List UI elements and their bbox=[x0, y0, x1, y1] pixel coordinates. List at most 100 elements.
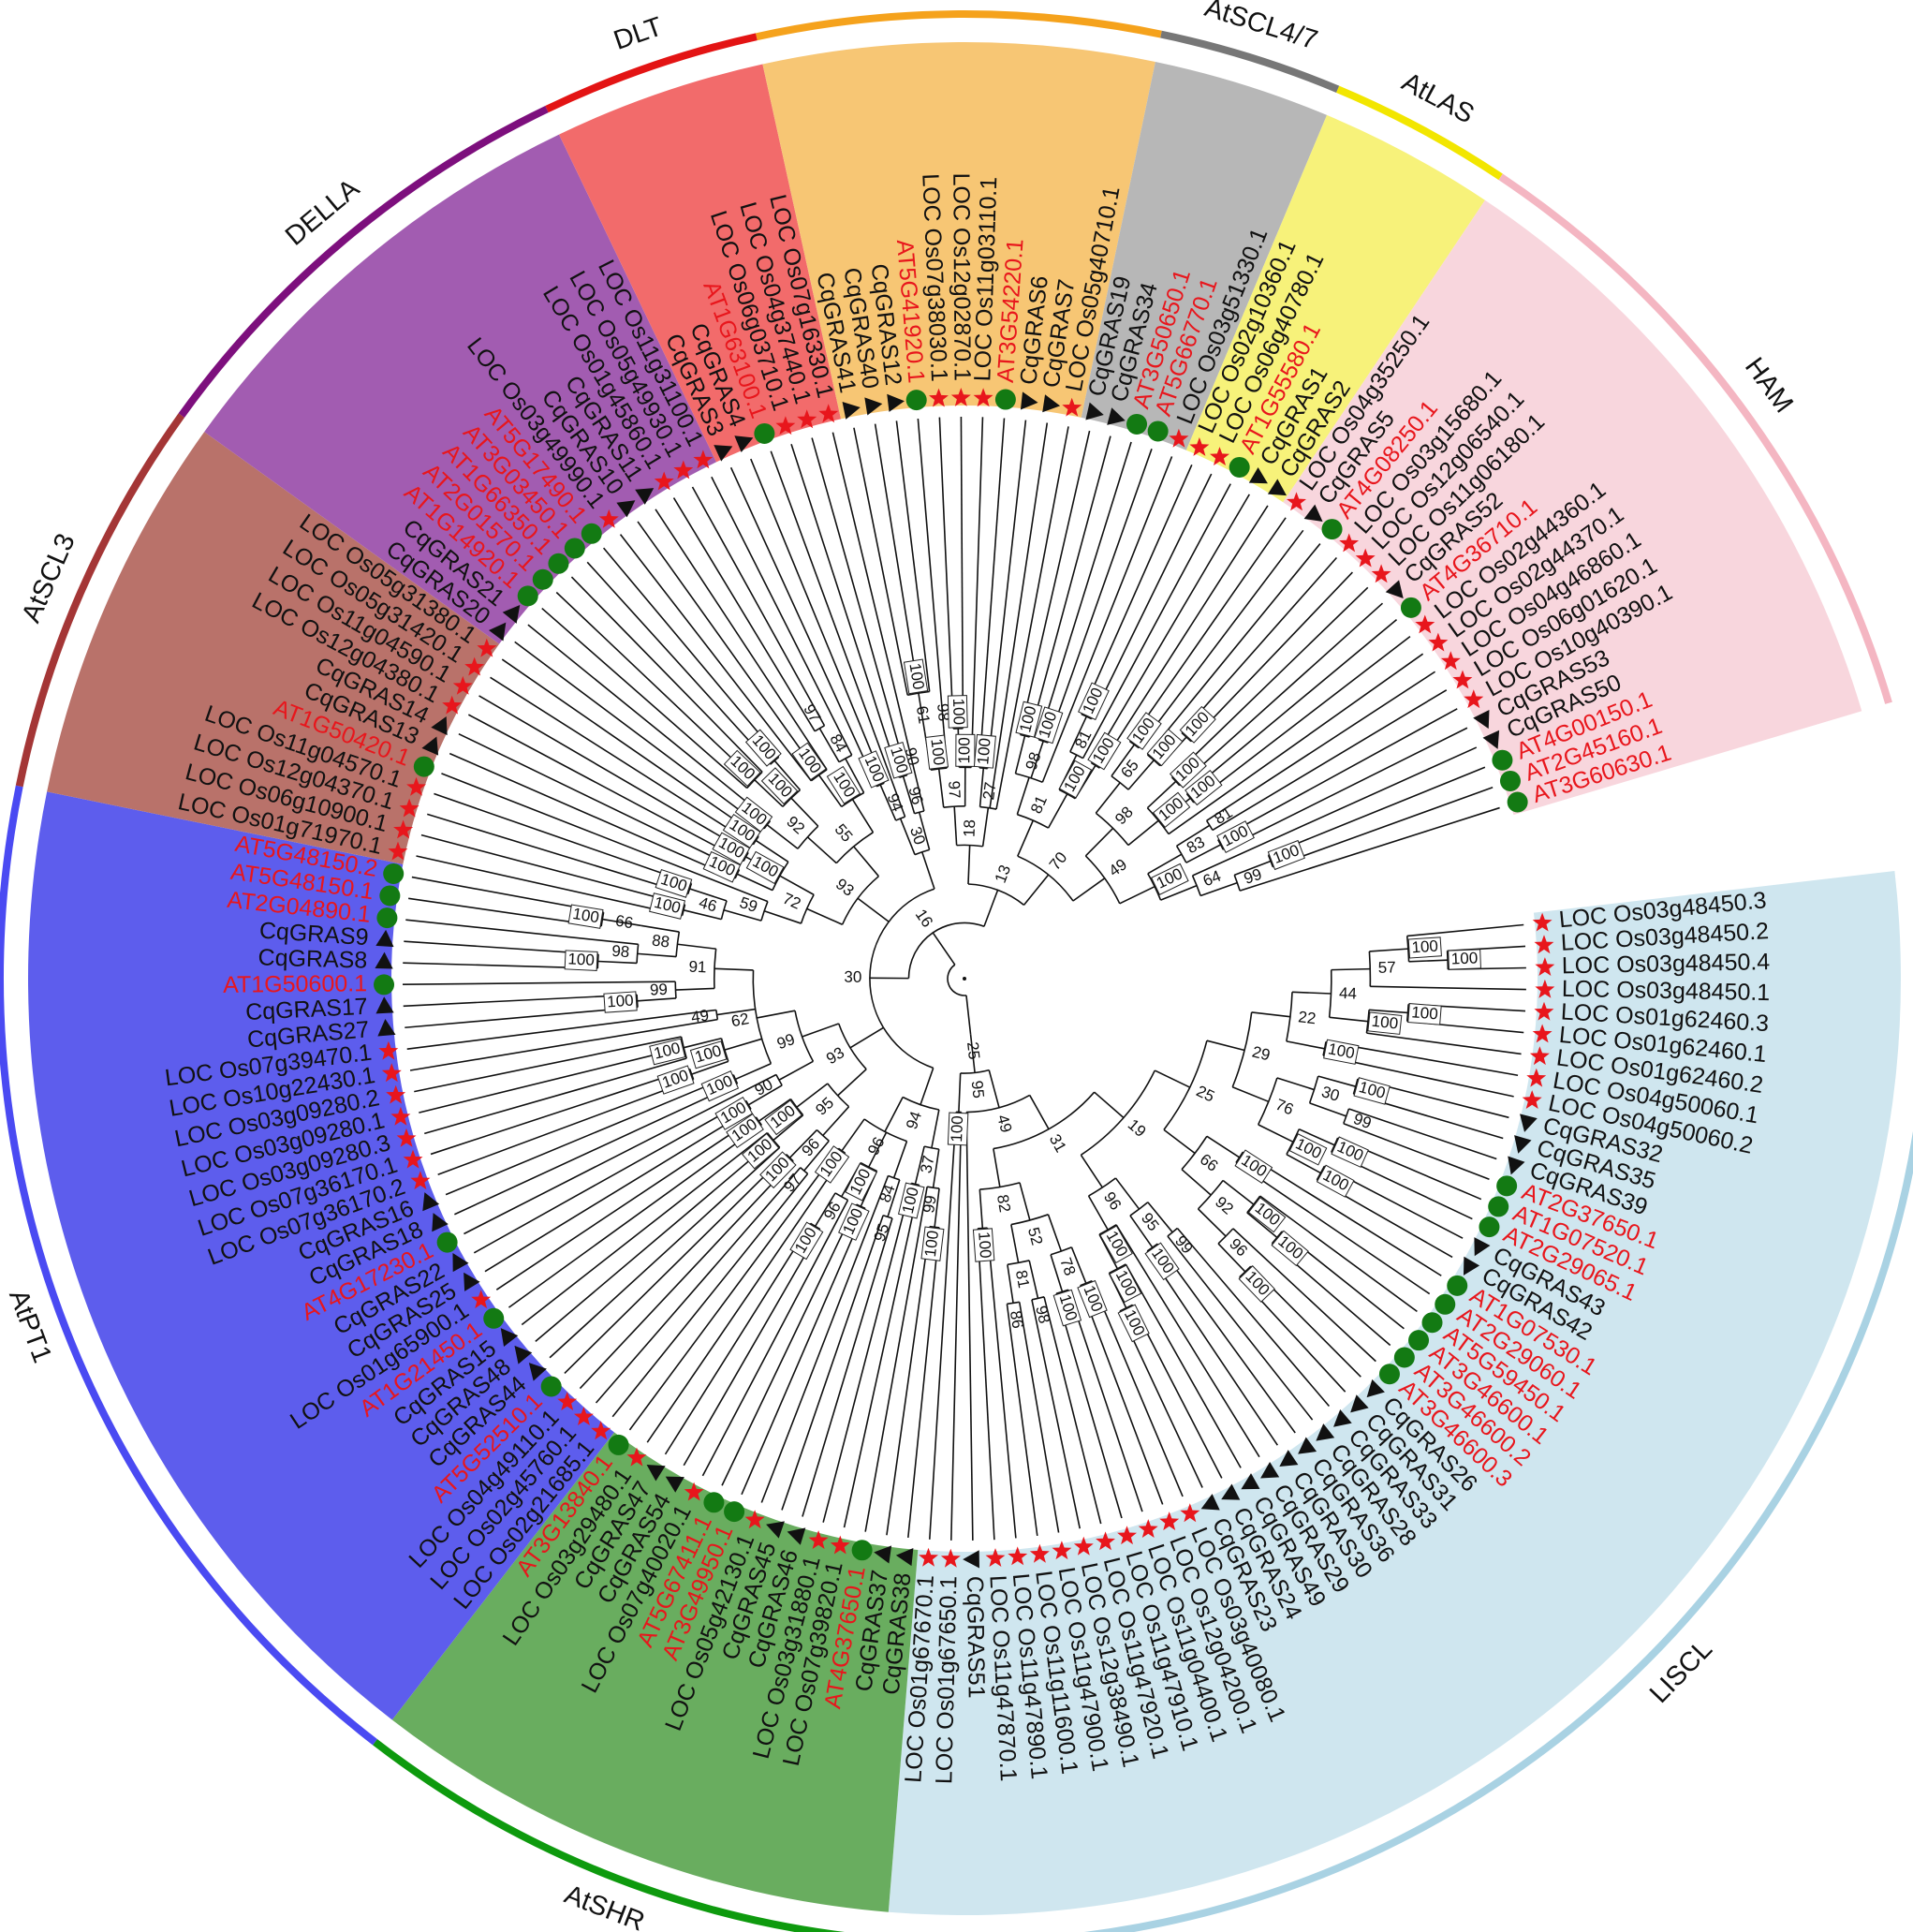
bootstrap-value: 22 bbox=[1297, 1008, 1317, 1027]
branch-line bbox=[1239, 806, 1500, 892]
bootstrap-frame bbox=[722, 814, 761, 848]
bootstrap-frame bbox=[700, 1070, 740, 1102]
bootstrap-frame bbox=[745, 850, 785, 885]
triangle-marker bbox=[431, 716, 448, 736]
circle-marker bbox=[1126, 413, 1148, 435]
star-marker bbox=[390, 1106, 411, 1126]
star-marker bbox=[477, 638, 497, 657]
bootstrap-box: 97 bbox=[800, 701, 824, 726]
branch-line bbox=[818, 728, 840, 763]
star-marker bbox=[393, 819, 414, 839]
branch-line bbox=[1079, 1285, 1164, 1505]
branch-line bbox=[1348, 1108, 1497, 1160]
branch-line bbox=[907, 1227, 940, 1539]
bootstrap-value: 55 bbox=[831, 820, 857, 846]
branch-line bbox=[473, 1099, 747, 1254]
branch-line bbox=[1286, 1153, 1321, 1174]
branch-line bbox=[570, 576, 763, 773]
branch-arc bbox=[838, 754, 853, 763]
bootstrap-box: 29 bbox=[1250, 1042, 1272, 1064]
bootstrap-frame bbox=[1109, 1264, 1142, 1304]
bootstrap-box: 100 bbox=[1316, 1164, 1355, 1198]
triangle-marker bbox=[421, 736, 439, 756]
bootstrap-box: 88 bbox=[651, 932, 670, 951]
branch-arc bbox=[674, 981, 677, 999]
branch-line bbox=[430, 1068, 690, 1156]
branch-line bbox=[843, 1185, 920, 1528]
branch-line bbox=[932, 1149, 940, 1188]
bootstrap-box: 100 bbox=[1179, 705, 1216, 744]
branch-arc bbox=[841, 876, 879, 925]
branch-line bbox=[988, 1069, 1000, 1108]
bootstrap-box: 19 bbox=[1125, 1115, 1150, 1141]
branch-arc bbox=[902, 1096, 939, 1111]
branch-line bbox=[1222, 1179, 1255, 1205]
star-marker bbox=[1096, 1531, 1115, 1551]
branch-line bbox=[1231, 1086, 1270, 1103]
branch-line bbox=[467, 714, 744, 863]
bootstrap-value: 100 bbox=[1371, 1012, 1399, 1033]
branch-line bbox=[918, 693, 926, 732]
branch-line bbox=[1070, 1246, 1087, 1284]
branch-line bbox=[1251, 1011, 1291, 1018]
bootstrap-value: 100 bbox=[607, 992, 635, 1011]
bootstrap-frame bbox=[1169, 751, 1207, 789]
bootstrap-box: 82 bbox=[993, 1193, 1014, 1214]
bootstrap-frame bbox=[1448, 949, 1481, 970]
branch-line bbox=[1091, 1280, 1184, 1497]
bootstrap-frame bbox=[973, 733, 996, 769]
triangle-marker bbox=[502, 605, 521, 624]
star-marker bbox=[1117, 1526, 1137, 1545]
star-marker bbox=[626, 1447, 647, 1467]
branch-line bbox=[1090, 494, 1250, 764]
star-marker bbox=[598, 509, 619, 528]
branch-line bbox=[902, 775, 916, 814]
bootstrap-box: 46 bbox=[697, 893, 718, 915]
branch-line bbox=[441, 773, 769, 903]
branch-arc bbox=[1129, 741, 1140, 749]
bootstrap-box: 95 bbox=[968, 1080, 988, 1099]
star-marker bbox=[403, 1149, 423, 1169]
star-marker bbox=[1189, 437, 1210, 456]
bootstrap-value: 100 bbox=[1411, 937, 1439, 956]
bootstrap-box: 100 bbox=[858, 750, 890, 789]
branch-line bbox=[683, 1229, 821, 1467]
triangle-marker bbox=[787, 1527, 806, 1545]
branch-line bbox=[981, 807, 990, 847]
circle-marker bbox=[1393, 1347, 1415, 1368]
triangle-marker bbox=[635, 488, 655, 505]
triangle-marker bbox=[500, 1328, 519, 1348]
branch-line bbox=[1050, 1254, 1064, 1292]
triangle-marker bbox=[1020, 391, 1038, 410]
bootstrap-value: 98 bbox=[611, 942, 630, 961]
bootstrap-value: 98 bbox=[1111, 803, 1137, 828]
branch-line bbox=[914, 773, 925, 812]
branch-line bbox=[857, 897, 890, 922]
bootstrap-box: 90 bbox=[752, 1075, 776, 1099]
star-marker bbox=[464, 656, 485, 676]
branch-line bbox=[950, 1112, 963, 1541]
bootstrap-value: 95 bbox=[812, 1094, 837, 1119]
triangle-marker bbox=[432, 1213, 449, 1232]
star-marker bbox=[775, 416, 796, 435]
branch-line bbox=[1176, 824, 1211, 848]
bootstrap-box: 95 bbox=[871, 1221, 893, 1244]
branch-line bbox=[1222, 727, 1468, 850]
branch-line bbox=[1138, 529, 1304, 749]
bootstrap-value: 100 bbox=[658, 870, 689, 895]
branch-line bbox=[405, 1006, 639, 1029]
star-marker bbox=[557, 1392, 578, 1410]
bootstrap-frame bbox=[947, 695, 968, 729]
star-marker bbox=[574, 1407, 594, 1425]
triangle-marker bbox=[377, 1019, 396, 1037]
branch-line bbox=[831, 432, 916, 774]
branch-line bbox=[1235, 1161, 1431, 1295]
triangle-marker bbox=[375, 929, 394, 948]
branch-arc bbox=[837, 1023, 867, 1070]
branch-line bbox=[1291, 991, 1332, 995]
branch-line bbox=[1047, 793, 1068, 829]
triangle-marker bbox=[375, 951, 393, 969]
branch-line bbox=[779, 875, 815, 896]
branch-line bbox=[1369, 948, 1408, 952]
bootstrap-frame bbox=[1234, 1149, 1273, 1185]
